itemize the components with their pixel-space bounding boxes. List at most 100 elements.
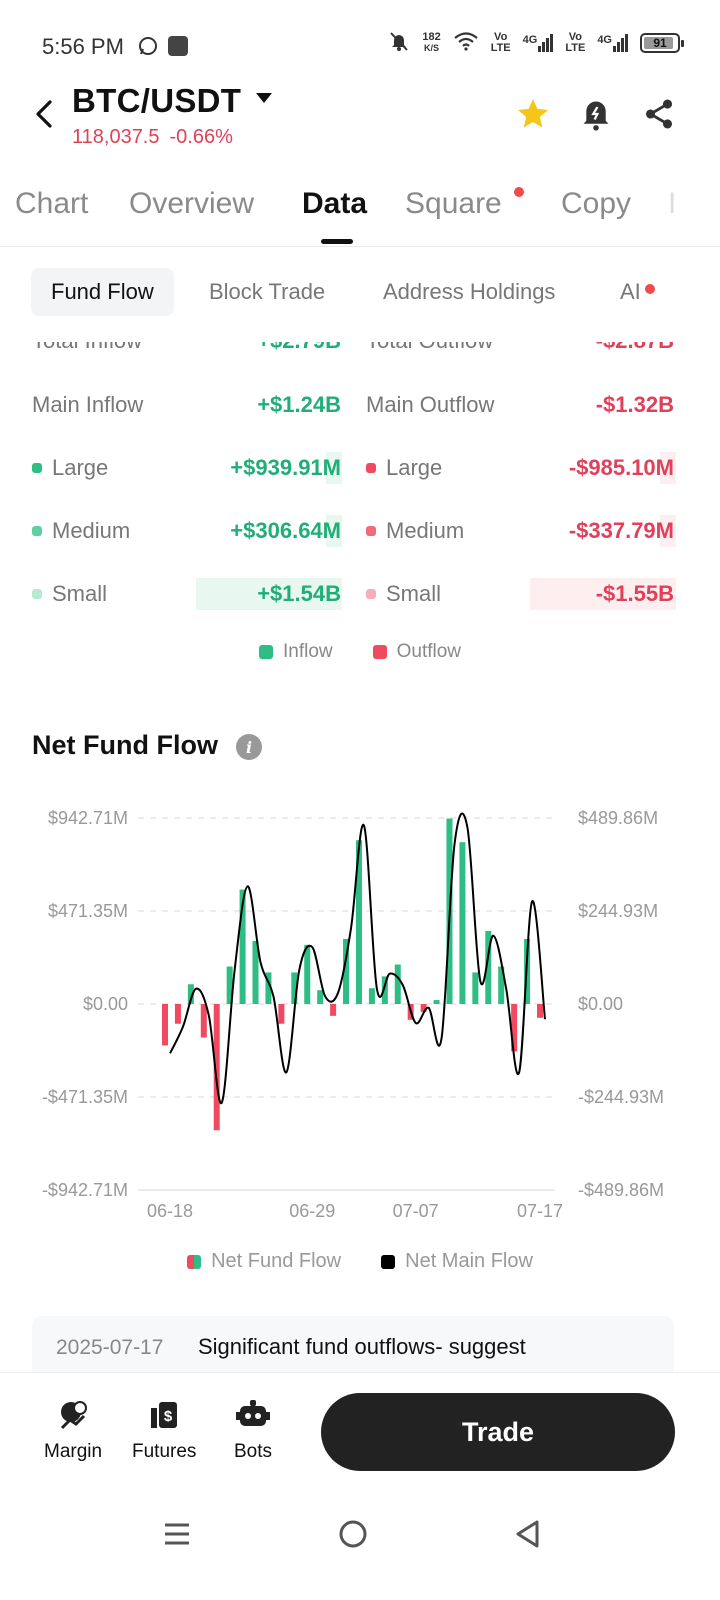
subtab-address-holdings[interactable]: Address Holdings xyxy=(383,279,556,304)
futures-button[interactable]: $ Futures xyxy=(132,1397,196,1463)
large-inflow-dot xyxy=(32,463,42,473)
small-inflow-value: +$1.54B xyxy=(257,581,341,606)
back-nav-button[interactable] xyxy=(506,1512,550,1556)
alert-bell-icon xyxy=(583,101,609,131)
status-icons: 182 K/S Vo LTE 4G Vo LTE 4G 91 xyxy=(388,30,684,55)
medium-outflow-label: Medium xyxy=(366,518,464,544)
legend-outflow: Outflow xyxy=(372,641,461,663)
pair-title[interactable]: BTC/USDT xyxy=(72,82,242,119)
menu-lines-icon xyxy=(165,1523,189,1545)
net-fund-flow-bar xyxy=(394,964,401,1004)
tab-overview[interactable]: Overview xyxy=(129,187,255,220)
medium-outflow-dot xyxy=(366,526,376,536)
battery-icon: 91 xyxy=(640,32,684,53)
total-outflow-label: Total Outflow xyxy=(366,342,493,354)
news-date: 2025-07-17 xyxy=(56,1336,164,1359)
back-triangle-icon xyxy=(516,1520,539,1548)
right-axis-tick: $244.93M xyxy=(578,901,658,921)
net-fund-flow-bar xyxy=(174,1004,181,1024)
home-circle-icon xyxy=(339,1520,367,1548)
left-axis-tick: -$471.35M xyxy=(42,1087,128,1107)
medium-outflow-value: -$337.79M xyxy=(568,518,674,543)
recent-apps-button[interactable] xyxy=(155,1512,199,1556)
fund-flow-breakdown: Total Inflow +$2.79B Total Outflow -$2.8… xyxy=(0,342,720,682)
left-axis-tick: -$942.71M xyxy=(42,1180,128,1200)
small-outflow-value: -$1.55B xyxy=(595,581,674,606)
net-fund-flow-bar xyxy=(278,1004,285,1024)
tab-copy[interactable]: Copy xyxy=(561,187,632,220)
tab-square[interactable]: Square xyxy=(405,187,502,220)
back-button[interactable] xyxy=(30,96,60,132)
small-inflow-bar xyxy=(196,578,342,610)
subtab-block-trade[interactable]: Block Trade xyxy=(209,279,326,304)
tab-data[interactable]: Data xyxy=(302,187,368,220)
small-inflow-label: Small xyxy=(32,581,107,607)
left-axis-tick: $0.00 xyxy=(83,994,128,1014)
net-fund-flow-bar xyxy=(252,940,259,1004)
bottom-action-bar: Margin $ Futures Bots Trade xyxy=(0,1372,720,1484)
main-outflow-value: -$1.32B xyxy=(595,392,674,417)
subtab-ai[interactable]: AI xyxy=(620,279,641,304)
robot-icon xyxy=(235,1397,271,1433)
tab-more[interactable]: I xyxy=(668,187,677,220)
sim2-volte: Vo LTE xyxy=(565,30,586,54)
system-navigation-bar xyxy=(0,1490,720,1600)
net-fund-flow-bar xyxy=(433,1000,440,1004)
small-outflow-bar xyxy=(530,578,676,610)
main-inflow-value: +$1.24B xyxy=(257,392,341,417)
large-inflow-value: +$939.91M xyxy=(230,455,341,480)
share-icon xyxy=(645,99,673,129)
legend-net-main-flow: Net Main Flow xyxy=(381,1250,533,1273)
net-fund-flow-bar xyxy=(304,944,311,1004)
large-outflow-value: -$985.10M xyxy=(568,455,674,480)
net-fund-flow-bar xyxy=(420,1004,427,1012)
status-bar: 5:56 PM 182 K/S Vo LTE 4G Vo LTE 4G xyxy=(0,0,720,92)
net-fund-flow-bar xyxy=(498,966,505,1004)
large-outflow-bar xyxy=(660,452,676,484)
large-inflow-label: Large xyxy=(32,455,108,481)
medium-outflow-bar xyxy=(660,515,676,547)
net-fund-flow-bar xyxy=(485,930,492,1004)
price-change: -0.66% xyxy=(169,126,233,148)
x-axis-tick: 06-29 xyxy=(289,1201,335,1221)
x-axis-tick: 06-18 xyxy=(147,1201,193,1221)
net-fund-flow-bar xyxy=(187,984,194,1004)
bots-button[interactable]: Bots xyxy=(234,1397,272,1463)
large-inflow-bar xyxy=(326,452,342,484)
svg-text:$: $ xyxy=(164,1408,173,1425)
ai-notification-dot xyxy=(645,284,655,294)
favorite-star-button[interactable] xyxy=(513,94,553,134)
net-fund-flow-bar xyxy=(291,972,298,1004)
legend-net-fund-flow: Net Fund Flow xyxy=(187,1250,341,1273)
app-notification-icon xyxy=(168,36,188,56)
status-time: 5:56 PM xyxy=(42,34,124,59)
tab-chart[interactable]: Chart xyxy=(15,187,89,220)
right-axis-tick: $489.86M xyxy=(578,808,658,828)
star-icon xyxy=(518,99,548,128)
net-speed: 182 K/S xyxy=(422,30,441,53)
trade-button[interactable]: Trade xyxy=(321,1393,675,1471)
net-main-flow-line xyxy=(169,812,546,1104)
home-button[interactable] xyxy=(331,1512,375,1556)
caret-down-icon[interactable] xyxy=(256,93,272,103)
right-axis-tick: -$244.93M xyxy=(578,1087,664,1107)
info-icon[interactable]: i xyxy=(236,734,262,760)
net-fund-flow-bar xyxy=(355,840,362,1004)
wifi-icon xyxy=(453,31,479,54)
net-fund-flow-bar xyxy=(537,1004,543,1018)
subtab-fund-flow[interactable]: Fund Flow xyxy=(31,268,174,316)
net-fund-flow-bar xyxy=(226,966,233,1004)
price-alert-button[interactable] xyxy=(576,94,616,134)
margin-button[interactable]: Margin xyxy=(44,1397,102,1463)
small-inflow-dot xyxy=(32,589,42,599)
net-fund-flow-bar xyxy=(162,1004,168,1046)
medium-inflow-value: +$306.64M xyxy=(230,518,341,543)
legend-inflow: Inflow xyxy=(258,641,333,663)
fund-flow-legend: Inflow Outflow xyxy=(0,641,720,663)
net-fund-flow-bar xyxy=(343,938,350,1004)
large-outflow-dot xyxy=(366,463,376,473)
net-fund-flow-bar xyxy=(368,988,375,1004)
medium-inflow-dot xyxy=(32,526,42,536)
mute-bell-icon xyxy=(388,30,410,55)
share-button[interactable] xyxy=(639,94,679,134)
